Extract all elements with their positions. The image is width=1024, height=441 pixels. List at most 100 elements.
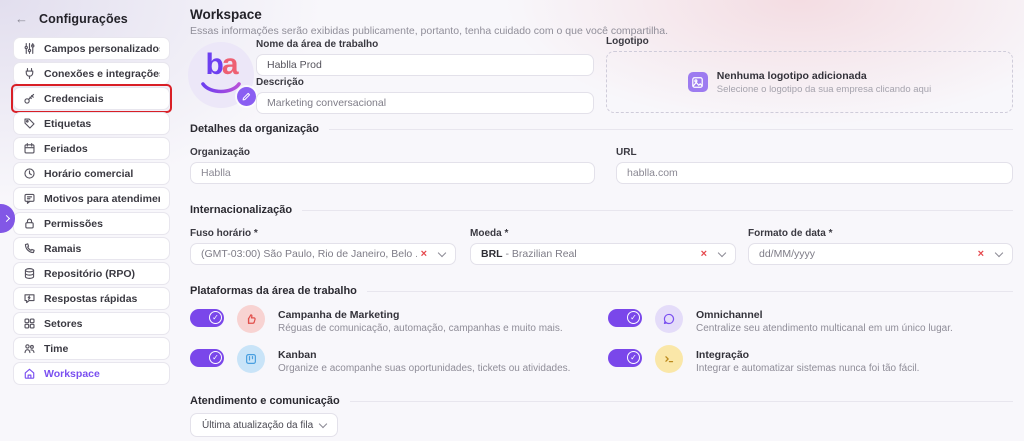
currency-field: Moeda * BRL - Brazilian Real ×	[470, 228, 736, 265]
sidebar-item-permissoes[interactable]: Permissões	[13, 212, 170, 235]
platform-description: Réguas de comunicação, automação, campan…	[278, 323, 563, 334]
home-icon	[24, 368, 35, 379]
avatar-letters: ba	[188, 48, 254, 82]
sidebar-item-horario-comercial[interactable]: Horário comercial	[13, 162, 170, 185]
back-arrow-icon[interactable]: ←	[15, 11, 28, 26]
tag-icon	[24, 118, 35, 129]
organization-input[interactable]: Hablla	[190, 162, 595, 184]
sidebar-item-respostas-rapidas[interactable]: Respostas rápidas	[13, 287, 170, 310]
sidebar-item-repositorio[interactable]: Repositório (RPO)	[13, 262, 170, 285]
field-label: Descrição	[256, 77, 304, 88]
kanban-toggle[interactable]: ✓	[190, 349, 224, 367]
platform-text: Campanha de Marketing Réguas de comunica…	[278, 309, 563, 334]
sidebar-item-label: Conexões e integrações	[44, 67, 160, 80]
org-section-heading: Detalhes da organização	[190, 123, 1013, 135]
sidebar-item-conexoes-integracoes[interactable]: Conexões e integrações	[13, 62, 170, 85]
field-label: Logotipo	[606, 36, 649, 47]
team-icon	[24, 344, 35, 354]
timezone-field: Fuso horário * (GMT-03:00) São Paulo, Ri…	[190, 228, 456, 265]
date-format-select[interactable]: dd/MM/yyyy ×	[748, 243, 1013, 265]
sidebar-item-label: Workspace	[44, 367, 100, 380]
platform-text: Omnichannel Centralize seu atendimento m…	[696, 309, 953, 334]
sidebar-item-ramais[interactable]: Ramais	[13, 237, 170, 260]
logo-dropzone[interactable]: Nenhuma logotipo adicionada Selecione o …	[606, 51, 1013, 113]
integracao-toggle[interactable]: ✓	[608, 349, 642, 367]
chat-square-icon	[24, 193, 35, 204]
platform-description: Organize e acompanhe suas oportunidades,…	[278, 363, 571, 374]
clear-icon[interactable]: ×	[977, 248, 984, 260]
omnichannel-toggle[interactable]: ✓	[608, 309, 642, 327]
thumbs-up-icon	[237, 305, 265, 333]
sidebar-title: Configurações	[39, 11, 128, 26]
field-label: URL	[616, 147, 637, 158]
chevron-down-icon	[994, 248, 1004, 257]
sidebar-item-campos-personalizados[interactable]: Campos personalizados	[13, 37, 170, 60]
sidebar-item-credenciais[interactable]: Credenciais	[11, 84, 172, 113]
platform-description: Integrar e automatizar sistemas nunca fo…	[696, 363, 920, 374]
workspace-name-field: Nome da área de trabalho Hablla Prod	[256, 39, 594, 76]
campanha-toggle[interactable]: ✓	[190, 309, 224, 327]
date-format-field: Formato de data * dd/MM/yyyy ×	[748, 228, 1013, 265]
sliders-icon	[24, 43, 35, 54]
platform-integracao: ✓ Integração Integrar e automatizar sist…	[608, 345, 1013, 374]
sidebar-item-label: Credenciais	[44, 92, 104, 105]
plug-icon	[25, 68, 34, 79]
sidebar-item-label: Campos personalizados	[44, 42, 160, 55]
chevron-down-icon	[437, 248, 447, 257]
service-section-heading: Atendimento e comunicação	[190, 395, 1013, 407]
sidebar-item-time[interactable]: Time	[13, 337, 170, 360]
dropzone-subtitle: Selecione o logotipo da sua empresa clic…	[716, 83, 932, 95]
sidebar-item-label: Setores	[44, 317, 83, 330]
sidebar-item-etiquetas[interactable]: Etiquetas	[13, 112, 170, 135]
description-field: Descrição Marketing conversacional	[256, 77, 594, 114]
sidebar-item-setores[interactable]: Setores	[13, 312, 170, 335]
avatar-edit-button[interactable]	[237, 87, 256, 106]
logo-field: Logotipo Nenhuma logotipo adicionada Sel…	[606, 36, 1013, 113]
sidebar-item-label: Etiquetas	[44, 117, 92, 130]
terminal-icon	[655, 345, 683, 373]
platform-text: Integração Integrar e automatizar sistem…	[696, 349, 919, 374]
sidebar-nav: Campos personalizados Conexões e integra…	[11, 37, 172, 385]
clear-icon[interactable]: ×	[420, 248, 427, 260]
queue-update-dropdown[interactable]: Última atualização da fila	[190, 413, 339, 437]
page-title: Workspace	[190, 7, 262, 22]
toggle-check-icon: ✓	[209, 311, 222, 324]
clock-icon	[24, 168, 35, 179]
sidebar-header: ← Configurações	[0, 0, 180, 35]
chevron-down-icon	[717, 248, 727, 257]
section-title: Plataformas da área de trabalho	[190, 285, 357, 297]
organization-field: Organização Hablla	[190, 147, 595, 184]
platform-campanha-marketing: ✓ Campanha de Marketing Réguas de comuni…	[190, 305, 595, 334]
dropzone-text: Nenhuma logotipo adicionada Selecione o …	[717, 70, 931, 95]
section-title: Detalhes da organização	[190, 123, 319, 135]
workspace-name-input[interactable]: Hablla Prod	[256, 54, 594, 76]
url-input[interactable]: hablla.com	[616, 162, 1013, 184]
intl-section-heading: Internacionalização	[190, 204, 1013, 216]
phone-icon	[24, 243, 35, 254]
selected-value: dd/MM/yyyy	[759, 248, 816, 260]
sidebar-expand-handle[interactable]	[0, 204, 15, 233]
sidebar-item-label: Repositório (RPO)	[44, 267, 135, 280]
description-input[interactable]: Marketing conversacional	[256, 92, 594, 114]
currency-select[interactable]: BRL - Brazilian Real ×	[470, 243, 736, 265]
timezone-select[interactable]: (GMT-03:00) São Paulo, Rio de Janeiro, B…	[190, 243, 456, 265]
section-title: Internacionalização	[190, 204, 293, 216]
image-icon	[687, 72, 708, 92]
grid-icon	[24, 318, 35, 329]
sidebar-item-feriados[interactable]: Feriados	[13, 137, 170, 160]
avatar-smile-arc	[201, 82, 241, 94]
sidebar-item-label: Ramais	[44, 242, 82, 255]
selected-value: (GMT-03:00) São Paulo, Rio de Janeiro, B…	[201, 248, 417, 260]
database-icon	[24, 268, 35, 279]
sidebar-item-label: Horário comercial	[44, 167, 134, 180]
page-subtitle: Essas informações serão exibidas publica…	[190, 25, 669, 37]
platform-name: Campanha de Marketing	[278, 309, 400, 321]
sidebar-item-motivos-atendimento[interactable]: Motivos para atendimento	[13, 187, 170, 210]
workspace-avatar: ba	[188, 42, 256, 108]
platform-name: Integração	[696, 349, 750, 361]
quick-reply-icon	[24, 294, 35, 304]
sidebar-item-workspace[interactable]: Workspace	[13, 362, 170, 385]
clear-icon[interactable]: ×	[700, 248, 707, 260]
key-icon	[24, 93, 35, 104]
